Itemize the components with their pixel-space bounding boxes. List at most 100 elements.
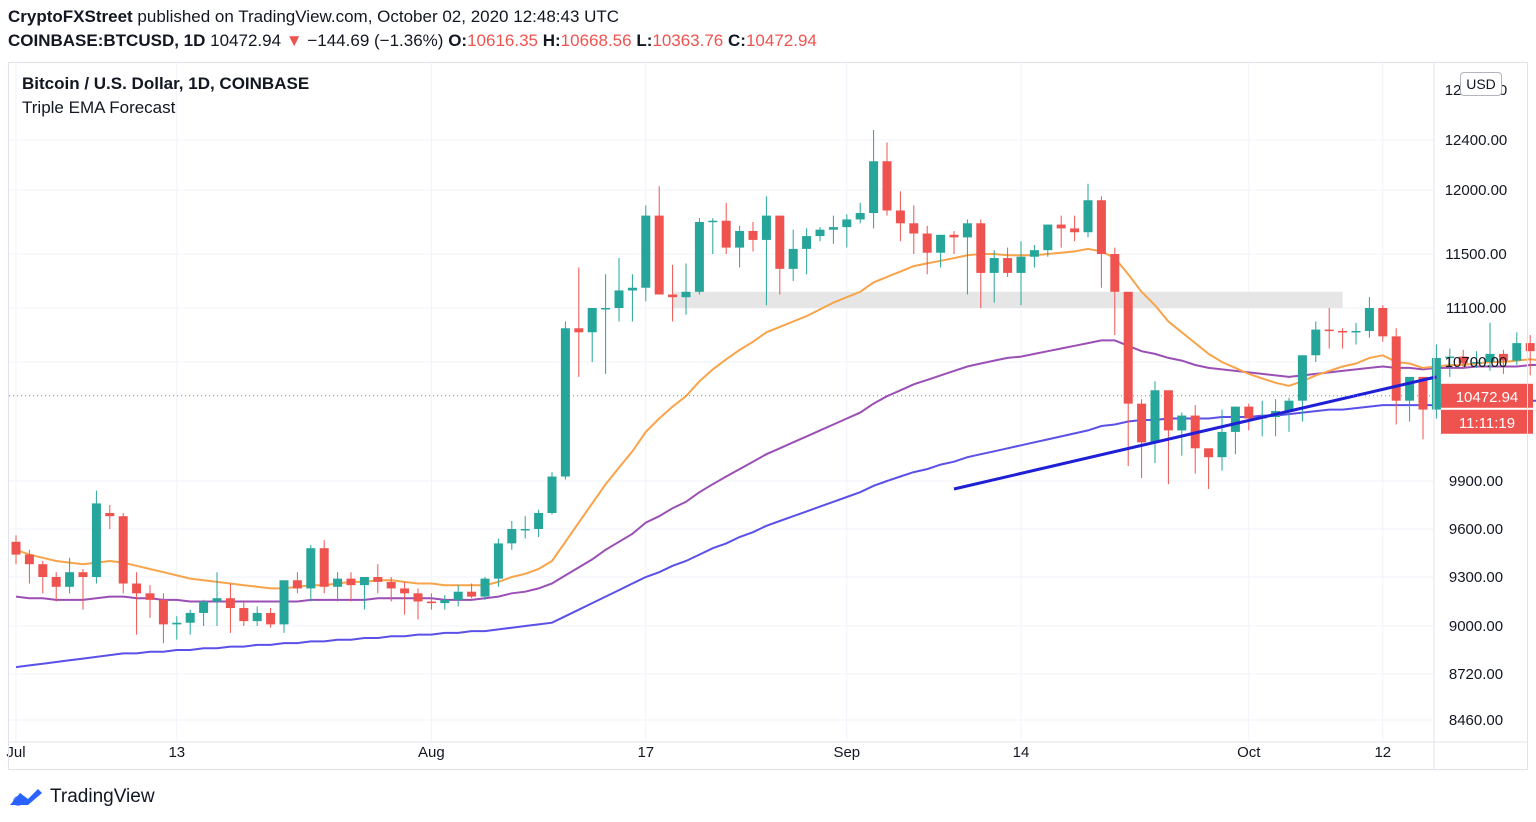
candle-down: [1003, 258, 1013, 273]
candle-up: [815, 229, 825, 237]
y-tick-label: 11500.00: [1445, 246, 1506, 263]
candle-up: [199, 601, 209, 613]
y-tick-label: 8460.00: [1449, 712, 1503, 729]
change: −144.69 (−1.36%): [307, 31, 444, 50]
candle-up: [212, 598, 222, 602]
candle-down: [292, 580, 302, 589]
candle-down: [1096, 200, 1106, 254]
candle-up: [855, 213, 865, 220]
candle-up: [1016, 256, 1026, 273]
candle-down: [1378, 308, 1388, 337]
candle-down: [909, 223, 919, 234]
open-value: 10616.35: [467, 31, 538, 50]
candle-up: [1083, 200, 1093, 233]
candle-down: [239, 608, 249, 622]
x-tick-label: Jul: [6, 744, 25, 761]
currency-button[interactable]: USD: [1460, 72, 1502, 96]
candle-up: [989, 258, 999, 273]
low-label: L:: [636, 31, 653, 50]
candle-down: [1391, 336, 1401, 401]
candle-down: [882, 161, 892, 211]
candle-down: [1070, 228, 1080, 233]
candle-up: [1043, 224, 1053, 251]
candle-down: [949, 234, 959, 238]
high-value: 10668.56: [560, 31, 632, 50]
candle-up: [520, 529, 530, 531]
close-label: C:: [728, 31, 746, 50]
candle-up: [1431, 357, 1441, 410]
candle-down: [105, 513, 115, 517]
countdown-bg: [1441, 409, 1533, 434]
candle-down: [319, 548, 329, 587]
candle-up: [359, 577, 369, 586]
x-tick-label: Sep: [833, 744, 860, 761]
y-tick-label: 9300.00: [1449, 569, 1503, 586]
candle-down: [748, 230, 758, 240]
candle-down: [467, 591, 477, 597]
open-label: O:: [448, 31, 468, 50]
candle-up: [252, 612, 262, 622]
candle-up: [788, 248, 798, 269]
candle-up: [828, 227, 838, 230]
publication-line: CryptoFXStreet published on TradingView.…: [8, 6, 619, 28]
brand-name: TradingView: [50, 786, 155, 807]
candle-up: [480, 578, 490, 597]
x-axis[interactable]: Jul 13 Aug 17 Sep 14 Oct 12: [6, 741, 1527, 761]
y-tick-label: 9600.00: [1449, 521, 1503, 538]
candle-up: [614, 290, 624, 308]
candle-down: [1110, 254, 1120, 292]
candle-up: [1512, 343, 1522, 361]
x-tick-label: 14: [1013, 744, 1030, 761]
down-arrow-icon: ▼: [285, 31, 303, 50]
y-tick-label: 10700.00: [1445, 354, 1508, 371]
last-price: 10472.94: [210, 31, 282, 50]
candle-down: [78, 572, 88, 577]
candle-up: [761, 215, 771, 240]
price-tag-value: 10472.94: [1456, 389, 1519, 406]
legend-indicator[interactable]: Triple EMA Forecast: [22, 98, 176, 117]
candle-down: [976, 223, 986, 273]
published-text: published on TradingView.com, October 02…: [137, 7, 620, 26]
candle-down: [922, 233, 932, 253]
resistance-zone-rect: [672, 291, 1343, 308]
candle-up: [453, 591, 463, 600]
trendline[interactable]: [953, 375, 1437, 491]
y-tick-label: 12400.00: [1445, 132, 1508, 149]
candle-up: [1311, 329, 1321, 356]
candle-up: [306, 548, 316, 589]
candle-down: [400, 588, 410, 594]
candle-up: [91, 503, 101, 577]
candle-down: [51, 577, 61, 587]
author[interactable]: CryptoFXStreet: [8, 7, 133, 26]
candle-down: [1418, 376, 1428, 410]
y-tick-label: 11100.00: [1446, 300, 1506, 317]
candle-down: [118, 516, 128, 584]
candle-down: [413, 593, 423, 602]
resistance-zone: [672, 291, 1343, 308]
y-tick-label: 12000.00: [1445, 182, 1508, 199]
candle-up: [869, 161, 879, 214]
candle-up: [279, 580, 289, 625]
candle-up: [641, 215, 651, 288]
candle-down: [225, 598, 235, 609]
candle-down: [1123, 291, 1133, 404]
candle-down: [145, 593, 155, 600]
candle-down: [132, 583, 142, 594]
candle-up: [534, 513, 544, 529]
x-tick-label: 13: [168, 744, 185, 761]
candle-up: [802, 236, 812, 249]
candle-up: [560, 328, 570, 477]
ohlc-line: COINBASE:BTCUSD, 1D 10472.94 ▼ −144.69 (…: [8, 30, 817, 52]
candle-down: [346, 578, 356, 586]
chart-frame: [8, 62, 1528, 770]
candle-up: [507, 529, 517, 544]
candle-down: [775, 215, 785, 269]
low-value: 10363.76: [652, 31, 724, 50]
footer-brand[interactable]: TradingView: [8, 784, 155, 810]
price-tag-countdown: 11:11:19: [1459, 415, 1515, 432]
candle-up: [601, 308, 611, 310]
candle-down: [721, 220, 731, 248]
candle-up: [1405, 376, 1415, 401]
candle-down: [1324, 329, 1334, 332]
